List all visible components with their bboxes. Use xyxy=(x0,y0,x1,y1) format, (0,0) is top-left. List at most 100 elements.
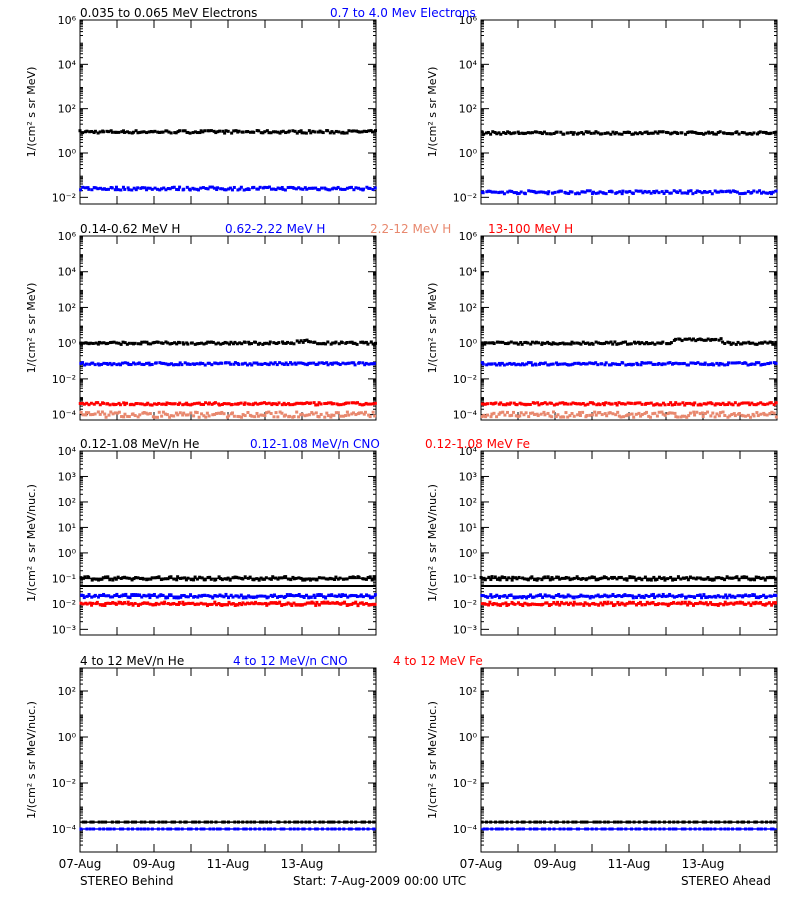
data-point xyxy=(127,131,131,135)
data-point xyxy=(744,593,748,597)
data-point xyxy=(170,402,174,406)
data-point xyxy=(495,577,499,581)
data-point xyxy=(674,361,678,365)
data-point xyxy=(102,361,106,365)
data-point xyxy=(117,341,121,345)
data-point xyxy=(526,603,530,607)
data-point xyxy=(300,412,304,416)
data-point xyxy=(740,575,744,579)
data-point xyxy=(135,402,139,406)
data-point xyxy=(624,131,628,135)
data-point xyxy=(517,131,521,135)
data-point xyxy=(679,415,683,419)
data-point xyxy=(556,342,560,346)
data-point xyxy=(81,341,85,345)
data-point xyxy=(198,131,202,135)
data-point xyxy=(670,411,674,415)
data-point xyxy=(646,132,650,136)
data-point xyxy=(491,130,495,134)
data-point xyxy=(189,593,193,597)
data-point xyxy=(639,414,643,418)
data-point xyxy=(540,578,544,582)
data-point xyxy=(336,185,340,189)
data-point xyxy=(742,575,746,579)
data-point xyxy=(269,577,273,581)
data-point xyxy=(723,414,727,418)
data-point xyxy=(613,362,617,366)
data-point xyxy=(158,188,162,192)
data-point xyxy=(687,600,691,604)
data-point xyxy=(653,578,657,582)
data-point xyxy=(615,403,619,407)
data-point xyxy=(492,342,496,346)
data-point xyxy=(106,341,110,345)
data-point xyxy=(765,413,769,417)
data-point xyxy=(304,131,308,135)
data-point xyxy=(301,603,305,607)
data-point xyxy=(301,187,305,191)
data-point xyxy=(83,363,87,367)
data-point xyxy=(759,363,763,367)
data-point xyxy=(770,576,774,580)
data-point xyxy=(638,131,642,135)
data-point xyxy=(519,340,523,344)
data-point xyxy=(715,412,719,416)
data-point xyxy=(516,192,520,196)
data-point xyxy=(196,188,200,192)
data-point xyxy=(256,187,260,191)
data-point xyxy=(691,130,695,134)
data-point xyxy=(614,413,618,417)
data-point xyxy=(546,411,550,415)
data-point xyxy=(621,340,625,344)
data-point xyxy=(163,412,167,416)
data-point xyxy=(586,402,590,406)
y-tick-label: 10⁴ xyxy=(58,58,77,71)
data-point xyxy=(615,362,619,366)
data-point xyxy=(504,601,508,605)
data-point xyxy=(486,130,490,134)
data-point xyxy=(757,575,761,579)
data-point xyxy=(770,603,774,607)
data-point xyxy=(155,575,159,579)
y-tick-label: 10⁰ xyxy=(459,337,478,350)
data-point xyxy=(577,192,581,196)
data-point xyxy=(611,362,615,366)
data-point xyxy=(183,129,187,133)
data-point xyxy=(680,600,684,604)
data-point xyxy=(767,362,771,366)
data-point xyxy=(756,402,760,406)
data-point xyxy=(731,132,735,136)
data-point xyxy=(232,362,236,366)
data-point xyxy=(156,340,160,344)
data-point xyxy=(309,401,313,405)
data-point xyxy=(717,402,721,406)
data-point xyxy=(676,415,680,419)
data-point xyxy=(500,361,504,365)
data-point xyxy=(506,130,510,134)
data-point xyxy=(661,592,665,596)
data-point xyxy=(661,412,665,416)
data-point xyxy=(263,361,267,365)
data-point xyxy=(318,342,322,346)
data-point xyxy=(211,340,215,344)
data-point xyxy=(672,600,676,604)
data-point xyxy=(96,187,100,191)
data-point xyxy=(706,401,710,405)
data-point xyxy=(114,577,118,581)
data-point xyxy=(177,341,181,345)
data-point xyxy=(769,361,773,365)
data-point xyxy=(348,340,352,344)
data-point xyxy=(577,341,581,345)
data-point xyxy=(316,342,320,346)
data-point xyxy=(301,402,305,406)
data-point xyxy=(630,412,634,416)
data-point xyxy=(223,131,227,135)
data-point xyxy=(630,575,634,579)
data-point xyxy=(288,403,292,407)
data-point xyxy=(768,340,772,344)
data-point xyxy=(548,414,552,418)
data-point xyxy=(101,130,105,134)
data-point xyxy=(698,190,702,194)
data-point xyxy=(195,342,199,346)
data-point xyxy=(617,132,621,136)
